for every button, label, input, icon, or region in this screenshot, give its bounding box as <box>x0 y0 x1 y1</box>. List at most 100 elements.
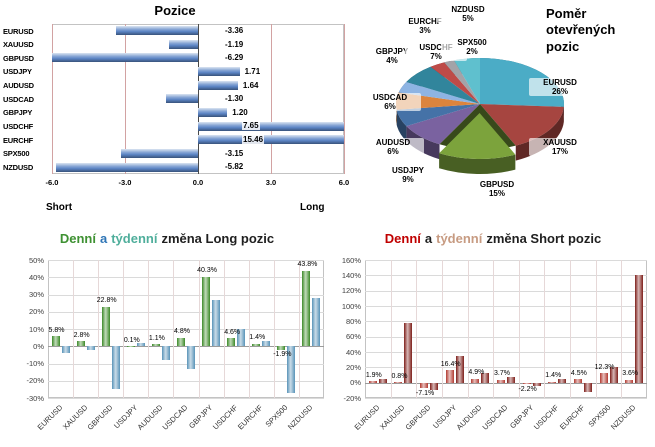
title-word: a <box>424 231 433 246</box>
weekly-bar <box>583 382 592 392</box>
value-label: 15.46 <box>242 135 265 145</box>
y-axis-tick-label: 0% <box>33 341 44 351</box>
pie-slice-spx500 <box>444 60 480 104</box>
value-label: -3.15 <box>224 148 245 158</box>
weekly-bar <box>136 342 145 347</box>
pie-label-percent: 7% <box>430 52 442 62</box>
y-axis-tick-label: 40% <box>28 272 44 282</box>
gridline <box>48 346 324 348</box>
pie-slice-xauusd <box>480 104 564 146</box>
daily-bar <box>497 379 505 383</box>
open-positions-pie-chart: EURUSD 26% XAUUSD 17% GBPUSD 15% USDJPY 9% AUDUS… <box>350 0 655 228</box>
gridline <box>273 260 275 398</box>
gridline <box>344 24 345 174</box>
pie-label-name: GBPUSD <box>479 180 515 189</box>
daily-bar <box>420 382 429 389</box>
y-axis-tick-label: 100% <box>341 301 361 311</box>
bar <box>198 67 240 77</box>
pie-label-percent: 6% <box>387 147 399 157</box>
bar <box>56 162 198 172</box>
value-label: -1.19 <box>224 39 245 49</box>
short-axis-label: Short <box>46 202 73 213</box>
weekly-bar <box>287 346 296 393</box>
daily-bar <box>76 341 85 347</box>
short-positions-change-chart: Denní a týdenní změna Short pozic 160% 140% 1… <box>335 228 655 447</box>
title-word: změna Short pozic <box>486 231 602 246</box>
bar <box>198 80 238 90</box>
y-axis-tick-label: 140% <box>341 270 361 280</box>
gridline <box>248 260 250 398</box>
weekly-bar <box>237 329 246 347</box>
category-label: SPX500 <box>3 149 30 159</box>
pie-slice-label: XAUUSD 17% <box>529 138 591 157</box>
y-axis-tick-label: 40% <box>345 347 361 357</box>
daily-bar <box>522 382 531 385</box>
value-label: 1.64 <box>241 80 260 90</box>
weekly-bar <box>532 382 541 387</box>
pie-slice-label: NZDUSD 5% <box>437 5 499 24</box>
gridline <box>298 260 300 398</box>
daily-bar <box>471 378 480 383</box>
category-label: XAUUSD <box>3 40 34 50</box>
weekly-bar <box>86 346 95 350</box>
pie-slice-label: EURUSD 26% <box>529 78 591 97</box>
value-label: 40.3% <box>197 267 217 275</box>
gridline <box>125 24 126 174</box>
weekly-bar <box>481 373 490 383</box>
gridline <box>570 260 572 398</box>
value-label: 1.1% <box>148 334 165 342</box>
pie-slice-side <box>396 109 407 142</box>
y-axis-tick-label: -30% <box>26 393 44 403</box>
gridline <box>48 398 324 399</box>
short-chart-title: Denní a týdenní změna Short pozic <box>335 231 655 246</box>
value-label: 43.8% <box>297 261 318 269</box>
long-chart-plot-area: 50% 40% 30% 20% 10% 0% -10% -20% -30% 5.8% EURUSD 2… <box>8 228 330 447</box>
pie-slice-usdjpy <box>406 104 480 145</box>
y-axis-tick-label: 80% <box>345 316 361 326</box>
gridline <box>48 329 324 330</box>
positions-plot-area: -6.0 -3.0 0.0 3.0 6.0 EURUSD -3.36 XAUUSD -1.19 G… <box>0 22 350 228</box>
value-label: 1.9% <box>365 371 382 379</box>
pie-label-percent: 4% <box>386 56 398 66</box>
positions-chart: Pozice -6.0 -3.0 0.0 3.0 6.0 EURUSD -3.36 XAUUS… <box>0 0 350 228</box>
pie-slice-label: USDJPY 9% <box>377 166 439 185</box>
bar <box>166 94 198 104</box>
pie-slice-label: AUDUSD 6% <box>362 138 424 157</box>
daily-bar <box>302 270 311 347</box>
gridline <box>48 380 324 382</box>
gridline <box>271 24 272 174</box>
gridline <box>365 336 647 338</box>
pie-label-name: AUDUSD <box>375 138 411 147</box>
gridline <box>48 311 324 313</box>
pie-label-name: USDCAD <box>372 93 408 102</box>
value-label: 1.4% <box>545 372 562 380</box>
pie-slice-gbpjpy <box>398 81 480 104</box>
y-axis-tick-label: 20% <box>28 307 44 317</box>
pie-slice-gbpusd <box>439 112 516 159</box>
bar <box>121 148 198 158</box>
pie-slice-side <box>515 106 564 161</box>
pie-label-percent: 3% <box>419 26 431 36</box>
pie-label-name: USDCHF <box>419 43 453 52</box>
value-label: -2.2% <box>518 385 537 393</box>
y-axis-tick-label: 30% <box>28 290 44 299</box>
pie-label-percent: 2% <box>466 47 478 57</box>
value-label: 3.6% <box>622 370 639 378</box>
long-positions-change-chart: Denní a týdenní změna Long pozic 50% 40% 30% 2… <box>8 228 330 447</box>
gridline <box>198 24 199 174</box>
pie-label-percent: 15% <box>488 189 505 199</box>
daily-bar <box>51 336 60 347</box>
value-label: -5.82 <box>224 162 245 172</box>
weekly-bar <box>161 346 170 361</box>
value-label: 5.8% <box>48 326 65 334</box>
pie-label-percent: 9% <box>402 175 414 185</box>
category-label: USDJPY <box>3 67 32 77</box>
weekly-bar <box>262 341 271 347</box>
category-label: AUDUSD <box>3 81 34 91</box>
pie-slice-side <box>439 153 516 174</box>
value-label: 22.8% <box>96 297 117 305</box>
daily-bar <box>368 381 377 383</box>
gridline <box>518 260 520 398</box>
pie-label-name: USDJPY <box>391 166 424 175</box>
gridline <box>365 352 647 353</box>
